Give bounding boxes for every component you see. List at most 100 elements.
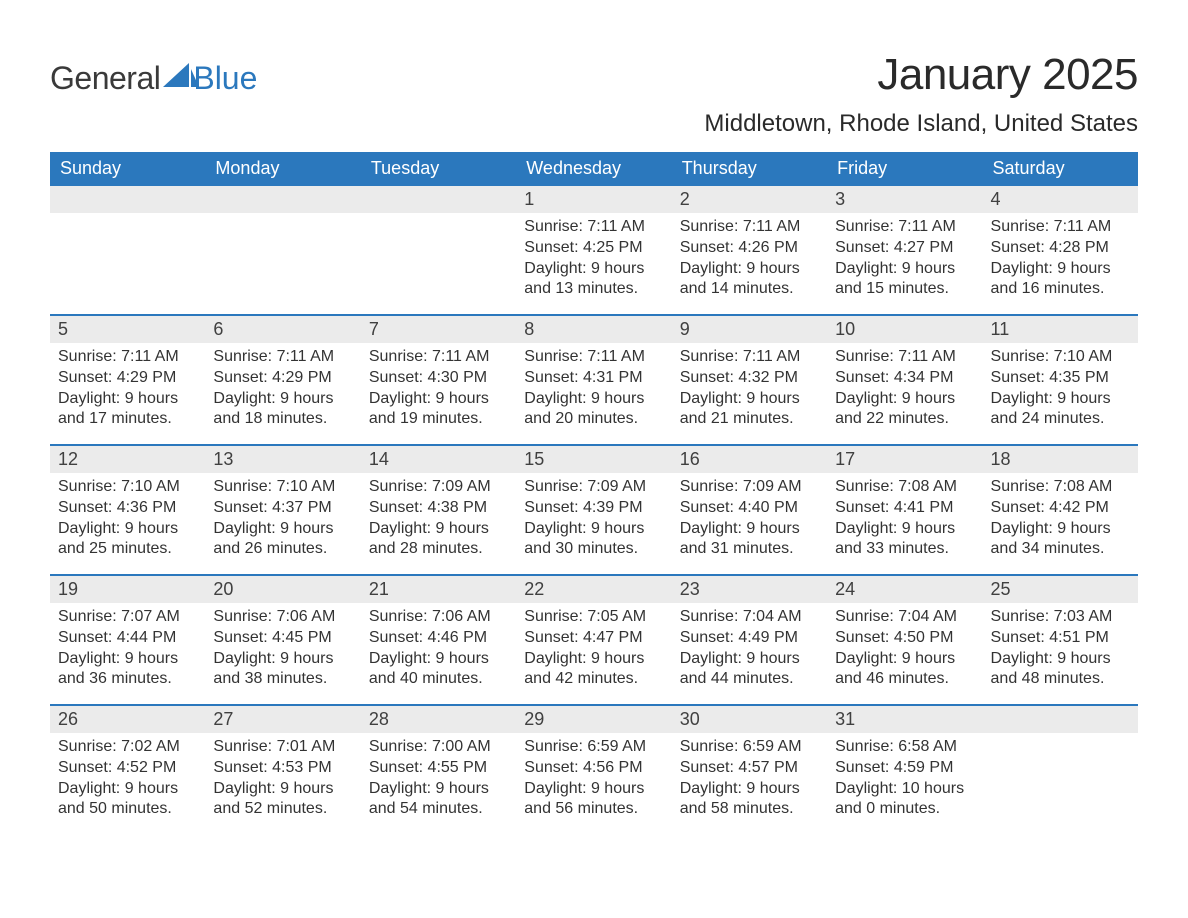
sunset-text: Sunset: 4:31 PM [524, 368, 663, 389]
sunset-text: Sunset: 4:38 PM [369, 498, 508, 519]
daylight-text: Daylight: 9 hours and 33 minutes. [835, 519, 974, 561]
day-cell [205, 186, 360, 314]
day-cell: 30Sunrise: 6:59 AMSunset: 4:57 PMDayligh… [672, 706, 827, 834]
daylight-text: Daylight: 9 hours and 26 minutes. [213, 519, 352, 561]
daylight-text: Daylight: 9 hours and 14 minutes. [680, 259, 819, 301]
sunset-text: Sunset: 4:41 PM [835, 498, 974, 519]
sunset-text: Sunset: 4:49 PM [680, 628, 819, 649]
day-content: Sunrise: 7:02 AMSunset: 4:52 PMDaylight:… [50, 733, 205, 820]
sunset-text: Sunset: 4:47 PM [524, 628, 663, 649]
daylight-text: Daylight: 9 hours and 34 minutes. [991, 519, 1130, 561]
day-content: Sunrise: 7:00 AMSunset: 4:55 PMDaylight:… [361, 733, 516, 820]
daylight-text: Daylight: 9 hours and 16 minutes. [991, 259, 1130, 301]
sunset-text: Sunset: 4:52 PM [58, 758, 197, 779]
day-content: Sunrise: 7:03 AMSunset: 4:51 PMDaylight:… [983, 603, 1138, 690]
day-number: 16 [672, 446, 827, 473]
sunrise-text: Sunrise: 7:04 AM [680, 607, 819, 628]
day-cell: 12Sunrise: 7:10 AMSunset: 4:36 PMDayligh… [50, 446, 205, 574]
weekday-header-row: Sunday Monday Tuesday Wednesday Thursday… [50, 152, 1138, 186]
sunrise-text: Sunrise: 7:11 AM [524, 347, 663, 368]
day-content: Sunrise: 7:11 AMSunset: 4:29 PMDaylight:… [205, 343, 360, 430]
sunrise-text: Sunrise: 7:11 AM [524, 217, 663, 238]
month-title: January 2025 [704, 50, 1138, 100]
day-number: 22 [516, 576, 671, 603]
day-cell: 4Sunrise: 7:11 AMSunset: 4:28 PMDaylight… [983, 186, 1138, 314]
calendar: Sunday Monday Tuesday Wednesday Thursday… [50, 152, 1138, 834]
sunrise-text: Sunrise: 7:11 AM [835, 217, 974, 238]
day-content: Sunrise: 7:11 AMSunset: 4:25 PMDaylight:… [516, 213, 671, 300]
day-number: 3 [827, 186, 982, 213]
day-cell: 28Sunrise: 7:00 AMSunset: 4:55 PMDayligh… [361, 706, 516, 834]
day-number: 20 [205, 576, 360, 603]
day-cell: 1Sunrise: 7:11 AMSunset: 4:25 PMDaylight… [516, 186, 671, 314]
weekday-header: Saturday [983, 152, 1138, 186]
day-number [50, 186, 205, 213]
day-content: Sunrise: 7:08 AMSunset: 4:42 PMDaylight:… [983, 473, 1138, 560]
daylight-text: Daylight: 9 hours and 48 minutes. [991, 649, 1130, 691]
day-cell: 6Sunrise: 7:11 AMSunset: 4:29 PMDaylight… [205, 316, 360, 444]
sunset-text: Sunset: 4:27 PM [835, 238, 974, 259]
week-row: 1Sunrise: 7:11 AMSunset: 4:25 PMDaylight… [50, 186, 1138, 314]
daylight-text: Daylight: 9 hours and 40 minutes. [369, 649, 508, 691]
day-content: Sunrise: 7:10 AMSunset: 4:37 PMDaylight:… [205, 473, 360, 560]
day-cell [50, 186, 205, 314]
sunrise-text: Sunrise: 7:11 AM [213, 347, 352, 368]
week-row: 19Sunrise: 7:07 AMSunset: 4:44 PMDayligh… [50, 574, 1138, 704]
day-content: Sunrise: 7:06 AMSunset: 4:45 PMDaylight:… [205, 603, 360, 690]
day-cell: 9Sunrise: 7:11 AMSunset: 4:32 PMDaylight… [672, 316, 827, 444]
daylight-text: Daylight: 9 hours and 28 minutes. [369, 519, 508, 561]
sunset-text: Sunset: 4:57 PM [680, 758, 819, 779]
day-number: 18 [983, 446, 1138, 473]
logo: General Blue [50, 50, 257, 97]
sunset-text: Sunset: 4:42 PM [991, 498, 1130, 519]
weekday-header: Thursday [672, 152, 827, 186]
daylight-text: Daylight: 10 hours and 0 minutes. [835, 779, 974, 821]
sunset-text: Sunset: 4:37 PM [213, 498, 352, 519]
week-row: 5Sunrise: 7:11 AMSunset: 4:29 PMDaylight… [50, 314, 1138, 444]
daylight-text: Daylight: 9 hours and 42 minutes. [524, 649, 663, 691]
daylight-text: Daylight: 9 hours and 30 minutes. [524, 519, 663, 561]
sunset-text: Sunset: 4:34 PM [835, 368, 974, 389]
day-content: Sunrise: 7:01 AMSunset: 4:53 PMDaylight:… [205, 733, 360, 820]
day-number: 1 [516, 186, 671, 213]
day-number: 10 [827, 316, 982, 343]
daylight-text: Daylight: 9 hours and 54 minutes. [369, 779, 508, 821]
day-cell: 7Sunrise: 7:11 AMSunset: 4:30 PMDaylight… [361, 316, 516, 444]
day-content: Sunrise: 7:11 AMSunset: 4:26 PMDaylight:… [672, 213, 827, 300]
day-cell: 14Sunrise: 7:09 AMSunset: 4:38 PMDayligh… [361, 446, 516, 574]
daylight-text: Daylight: 9 hours and 56 minutes. [524, 779, 663, 821]
day-number: 11 [983, 316, 1138, 343]
location: Middletown, Rhode Island, United States [704, 110, 1138, 138]
sunrise-text: Sunrise: 7:04 AM [835, 607, 974, 628]
day-number: 12 [50, 446, 205, 473]
sunrise-text: Sunrise: 7:00 AM [369, 737, 508, 758]
weekday-header: Wednesday [516, 152, 671, 186]
sunset-text: Sunset: 4:39 PM [524, 498, 663, 519]
daylight-text: Daylight: 9 hours and 25 minutes. [58, 519, 197, 561]
day-content: Sunrise: 7:10 AMSunset: 4:36 PMDaylight:… [50, 473, 205, 560]
sunset-text: Sunset: 4:35 PM [991, 368, 1130, 389]
sunset-text: Sunset: 4:30 PM [369, 368, 508, 389]
daylight-text: Daylight: 9 hours and 36 minutes. [58, 649, 197, 691]
day-cell: 2Sunrise: 7:11 AMSunset: 4:26 PMDaylight… [672, 186, 827, 314]
calendar-page: General Blue January 2025 Middletown, Rh… [0, 0, 1188, 864]
daylight-text: Daylight: 9 hours and 50 minutes. [58, 779, 197, 821]
day-content: Sunrise: 7:11 AMSunset: 4:34 PMDaylight:… [827, 343, 982, 430]
day-number: 14 [361, 446, 516, 473]
day-number: 23 [672, 576, 827, 603]
day-content: Sunrise: 7:11 AMSunset: 4:27 PMDaylight:… [827, 213, 982, 300]
sunset-text: Sunset: 4:29 PM [58, 368, 197, 389]
day-cell: 24Sunrise: 7:04 AMSunset: 4:50 PMDayligh… [827, 576, 982, 704]
sunrise-text: Sunrise: 6:59 AM [680, 737, 819, 758]
sunset-text: Sunset: 4:32 PM [680, 368, 819, 389]
sunset-text: Sunset: 4:25 PM [524, 238, 663, 259]
day-number: 13 [205, 446, 360, 473]
week-row: 12Sunrise: 7:10 AMSunset: 4:36 PMDayligh… [50, 444, 1138, 574]
day-content: Sunrise: 7:11 AMSunset: 4:31 PMDaylight:… [516, 343, 671, 430]
daylight-text: Daylight: 9 hours and 19 minutes. [369, 389, 508, 431]
weekday-header: Monday [205, 152, 360, 186]
day-cell: 11Sunrise: 7:10 AMSunset: 4:35 PMDayligh… [983, 316, 1138, 444]
day-content: Sunrise: 7:11 AMSunset: 4:30 PMDaylight:… [361, 343, 516, 430]
sunset-text: Sunset: 4:50 PM [835, 628, 974, 649]
header: General Blue January 2025 Middletown, Rh… [50, 50, 1138, 146]
